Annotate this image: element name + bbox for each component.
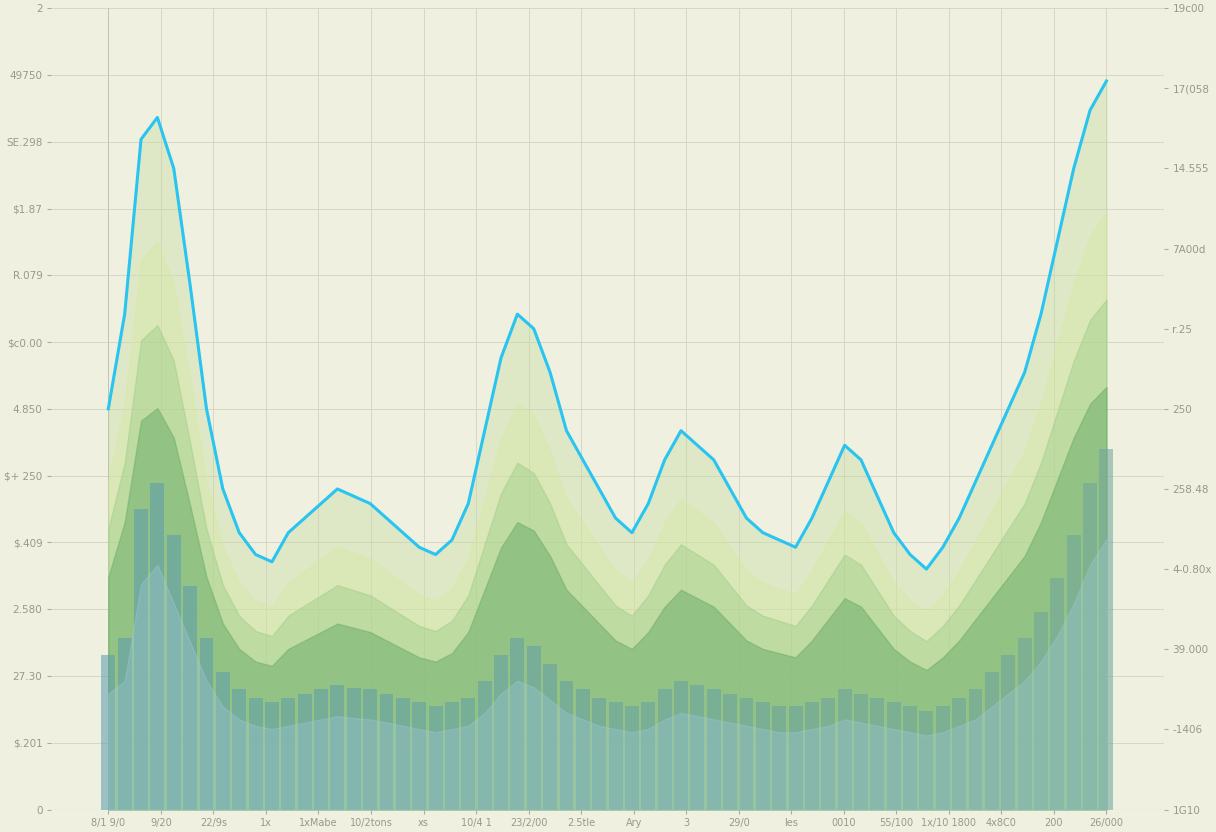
Bar [952,698,967,810]
Bar [396,698,410,810]
Bar [1083,483,1097,810]
Bar [641,702,655,810]
Bar [658,689,671,810]
Bar [199,638,214,810]
Bar [838,689,851,810]
Bar [347,687,361,810]
Bar [379,694,394,810]
Bar [724,694,737,810]
Bar [789,706,803,810]
Bar [674,681,688,810]
Bar [118,638,131,810]
Bar [691,685,704,810]
Bar [478,681,491,810]
Bar [772,706,786,810]
Bar [151,483,164,810]
Bar [1001,655,1015,810]
Bar [494,655,508,810]
Bar [854,694,868,810]
Bar [134,509,148,810]
Bar [739,698,754,810]
Bar [805,702,818,810]
Bar [756,702,770,810]
Bar [428,706,443,810]
Bar [821,698,835,810]
Bar [625,706,638,810]
Bar [248,698,263,810]
Bar [886,702,901,810]
Bar [871,698,884,810]
Bar [511,638,524,810]
Bar [903,706,917,810]
Bar [544,664,557,810]
Bar [1066,535,1081,810]
Bar [445,702,458,810]
Bar [1051,577,1064,810]
Bar [412,702,426,810]
Bar [364,689,377,810]
Bar [576,689,590,810]
Bar [1099,449,1114,810]
Bar [1018,638,1031,810]
Bar [706,689,721,810]
Bar [216,672,230,810]
Bar [184,587,197,810]
Bar [265,702,278,810]
Bar [281,698,295,810]
Bar [1034,612,1048,810]
Bar [232,689,246,810]
Bar [331,685,344,810]
Bar [101,655,116,810]
Bar [969,689,983,810]
Bar [919,711,934,810]
Bar [527,646,541,810]
Bar [985,672,998,810]
Bar [559,681,574,810]
Bar [936,706,950,810]
Bar [167,535,181,810]
Bar [298,694,311,810]
Bar [461,698,475,810]
Bar [592,698,606,810]
Bar [608,702,623,810]
Bar [314,689,328,810]
